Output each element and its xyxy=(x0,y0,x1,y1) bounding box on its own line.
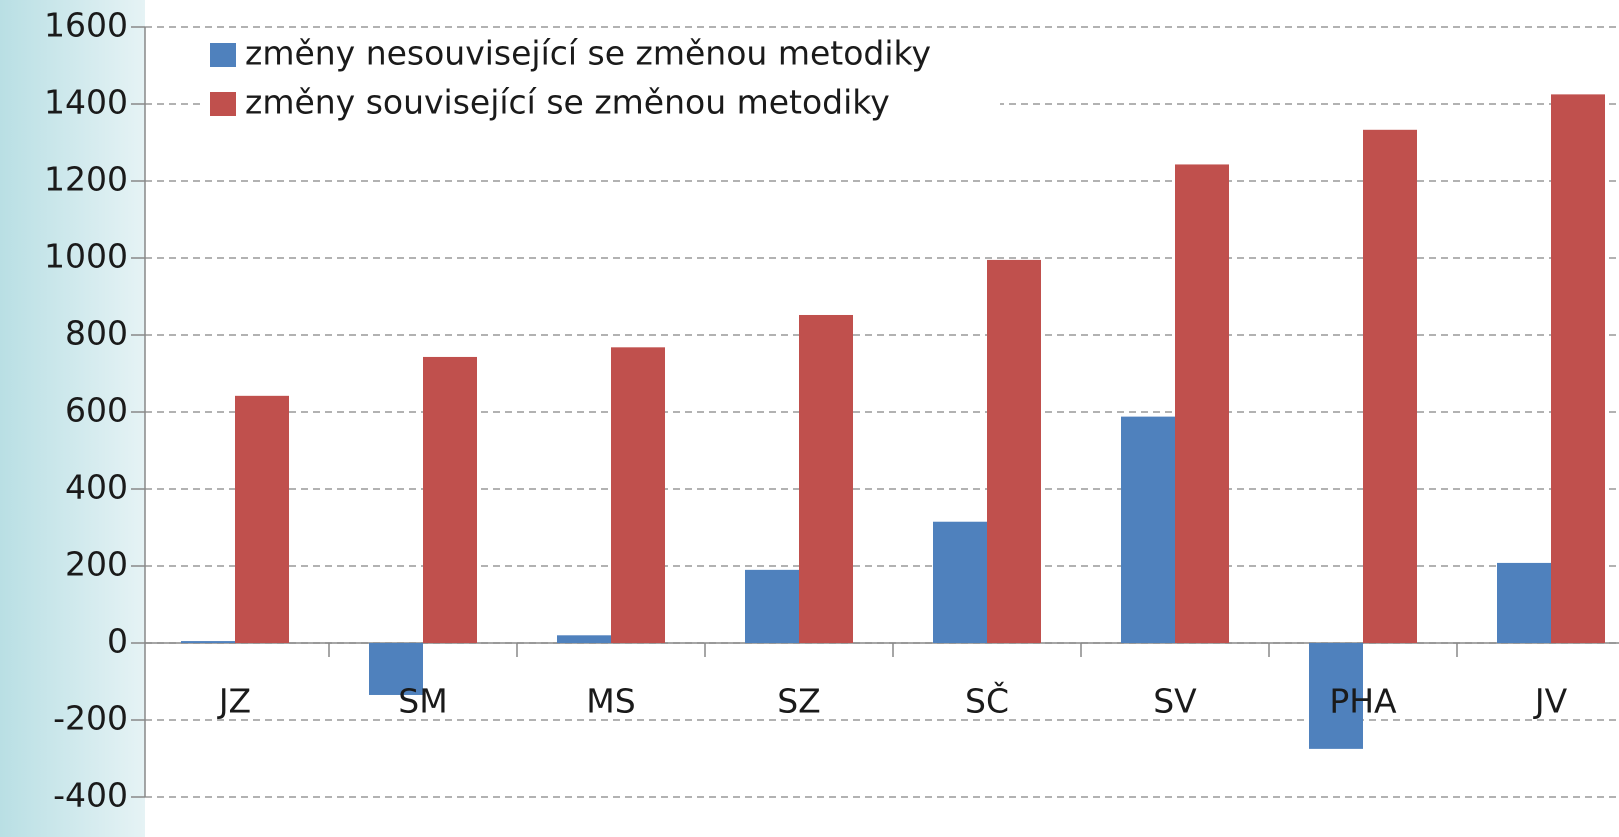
legend-swatch xyxy=(210,43,236,67)
x-tick-label: MS xyxy=(586,682,635,721)
bar xyxy=(745,569,799,643)
x-tick-label: PHA xyxy=(1329,682,1397,721)
y-tick-label: 600 xyxy=(65,391,128,430)
bar xyxy=(1497,562,1551,643)
x-tick-label: SČ xyxy=(965,681,1009,721)
bar xyxy=(611,347,665,643)
y-tick-label: 1000 xyxy=(44,237,128,276)
bar xyxy=(557,635,611,643)
bar xyxy=(1363,129,1417,644)
y-tick-label: -400 xyxy=(53,776,128,815)
bar xyxy=(235,395,289,643)
x-tick-label: SM xyxy=(398,682,447,721)
y-tick-label: 200 xyxy=(65,545,128,584)
bar xyxy=(423,356,477,643)
x-tick-label: SZ xyxy=(777,682,821,721)
bar xyxy=(1121,416,1175,643)
legend-swatch xyxy=(210,92,236,116)
x-tick-label: JZ xyxy=(217,682,251,721)
legend-box xyxy=(200,32,1000,132)
legend-label: změny související se změnou metodiky xyxy=(245,83,890,122)
bar xyxy=(1551,94,1605,643)
y-tick-label: 1400 xyxy=(44,83,128,122)
y-tick-label: -200 xyxy=(53,699,128,738)
y-tick-label: 1600 xyxy=(44,6,128,45)
y-tick-label: 400 xyxy=(65,468,128,507)
bar xyxy=(369,643,423,695)
x-tick-label: JV xyxy=(1533,682,1568,721)
x-tick-label: SV xyxy=(1153,682,1197,721)
bar xyxy=(933,521,987,643)
bar xyxy=(181,641,235,643)
y-tick-label: 0 xyxy=(107,622,128,661)
bar xyxy=(1175,164,1229,643)
y-tick-label: 1200 xyxy=(44,160,128,199)
bar xyxy=(987,259,1041,643)
y-tick-label: 800 xyxy=(65,314,128,353)
legend-label: změny nesouvisející se změnou metodiky xyxy=(245,34,931,73)
bar xyxy=(1309,643,1363,749)
bar xyxy=(799,314,853,643)
